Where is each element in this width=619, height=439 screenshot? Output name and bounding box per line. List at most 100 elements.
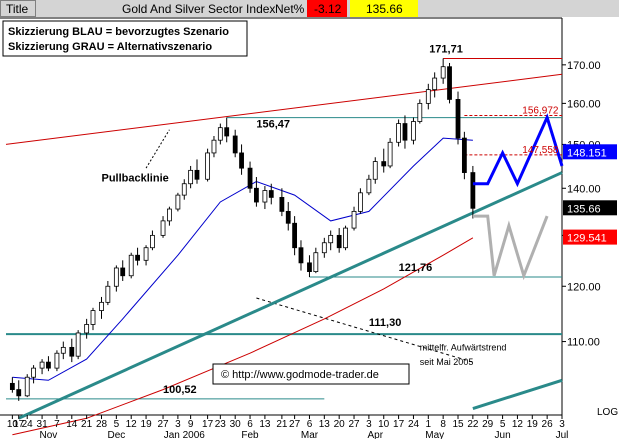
x-tick-label: 26 [542,419,554,430]
candle-body [447,66,452,100]
candle-body [247,167,253,189]
y-tick-label: 170.00 [567,60,601,72]
candle-body [313,252,319,272]
chart-header: Title Gold And Silver Sector Index Net% … [0,0,619,17]
y-tick-label: 110.00 [567,337,600,349]
candle-body [181,183,187,196]
log-scale-label: LOG [597,407,618,418]
candle-body [328,234,334,244]
x-tick-label: 22 [467,419,479,430]
candle-body [54,352,60,369]
x-month-label: Jul [556,430,569,439]
x-tick-label: 17 [393,419,405,430]
candle-body [75,332,81,357]
candle-body [194,169,200,180]
x-tick-label: 7 [54,419,60,430]
x-tick-label: 29 [482,419,494,430]
copyright-frame [212,363,410,385]
candle-body [321,242,327,254]
scenario-grey-path [472,214,549,281]
candle-body [69,346,75,357]
annotation-s111: 111,30 [369,317,401,329]
x-tick-label: 5 [114,419,120,430]
candle-body [16,389,22,397]
upper-channel-line [5,73,563,145]
annotation-trend1: mittelfr. Aufwärtstrend [420,342,507,352]
candle-body [39,361,45,369]
candle-body [232,135,238,154]
x-tick-label: 15 [452,419,464,430]
legend-frame [2,20,248,57]
candle-body [188,169,194,185]
x-tick-label: 9 [188,419,194,430]
price-box-label-box129: 129.541 [567,233,607,245]
x-tick-label: 31 [37,419,49,430]
candle-body [298,247,304,264]
candle-body [90,310,96,325]
candle-body [440,66,446,79]
candle-body [167,208,172,222]
x-tick-label: 12 [512,419,524,430]
candle-body [46,361,51,369]
candle-body [31,367,36,378]
x-tick-label: 10 [378,419,390,430]
candle-body [24,376,30,397]
title-label: Title [6,2,29,16]
candle-body [262,190,268,203]
annotation-mar_low: 121,76 [399,262,433,274]
x-tick-label: 6 [307,419,313,430]
candle-body [120,267,126,277]
copyright-text: © http://www.godmode-trader.de [221,369,379,381]
x-tick-label: 24 [408,419,420,430]
x-tick-label: 10 [7,419,19,430]
copyright-box: © http://www.godmode-trader.de [212,363,410,385]
x-tick-label: 19 [527,419,539,430]
x-tick-label: 27 [348,419,360,430]
title-label-box [0,0,36,17]
lower-trend-line-2 [472,378,563,410]
x-month-label: Mar [301,430,319,439]
x-tick-label: 19 [141,419,153,430]
annotation-trend2: seit Mai 2005 [420,357,474,367]
x-tick-label: 24 [22,419,34,430]
annotation-pullback: Pullbacklinie [102,173,169,185]
candle-body [336,234,342,249]
x-tick-label: 21 [81,419,93,430]
candle-body [292,222,298,249]
last-value: 135.66 [366,2,403,16]
candle-body [105,285,111,303]
y-tick-label: 140.00 [567,183,601,195]
sma-fast-line [12,137,473,381]
candle-body [381,161,387,167]
price-box-box129 [563,229,617,245]
candle-body [205,152,211,180]
candle-body [279,197,285,212]
legend-line-2: Skizzierung GRAU = Alternativszenario [8,41,212,53]
net-value: -3.12 [314,2,342,16]
candle-body [285,210,291,224]
candle-body [417,102,423,122]
candle-body [268,190,274,198]
legend-line-1: Skizzierung BLAU = bevorzugtes Szenario [8,26,229,38]
x-month-label: Jan 2006 [164,430,206,439]
x-tick-label: 17 [13,419,25,430]
annotation-fib_a: 156,972 [522,106,559,117]
y-axis: 110.00120.00130.00140.00150.00160.00170.… [562,60,617,349]
chart-title: Gold And Silver Sector Index [122,2,275,16]
net-label: Net% [275,2,305,16]
x-tick-label: 28 [96,419,108,430]
candle-body [432,77,438,91]
candle-body [411,121,416,141]
x-tick-label: 14 [66,419,78,430]
x-tick-label: 17 [202,419,214,430]
candle-body [224,127,230,137]
candle-body [425,89,431,104]
annotations-layer: 171,71 156,47 121,76 111,30 100,52 156,972 147… [102,44,559,396]
x-tick-label: 20 [334,419,346,430]
candle-body [357,192,363,212]
price-box-box148 [563,144,617,160]
candle-body [60,346,66,354]
x-tick-label: 23 [215,419,227,430]
candles-layer [9,58,476,401]
candle-body [387,141,393,167]
